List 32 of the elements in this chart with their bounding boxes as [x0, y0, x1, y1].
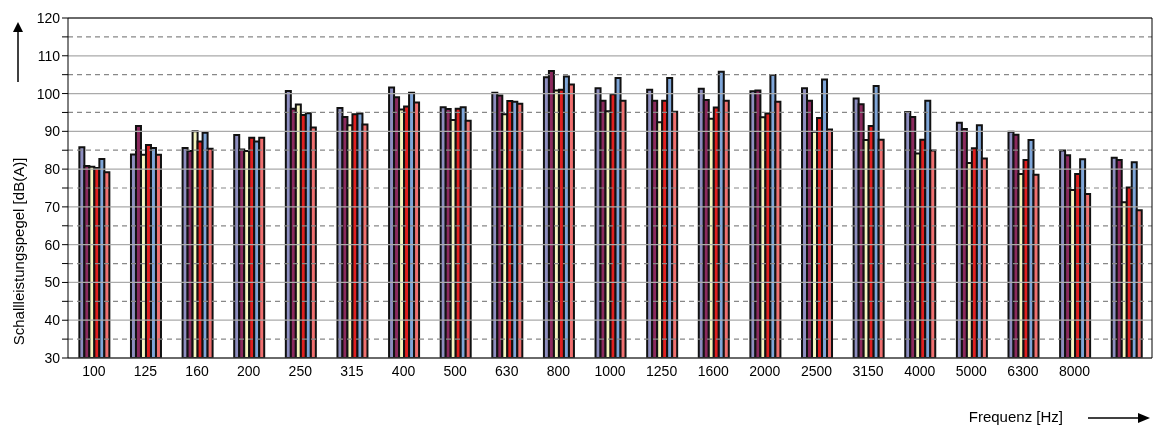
x-tick-label: 1600 [697, 362, 730, 379]
y-tick-label: 120 [36, 9, 61, 26]
x-tick-label: 400 [391, 362, 416, 379]
x-tick-label: 1000 [594, 362, 626, 379]
x-tick-label: 315 [340, 362, 364, 379]
x-tick-label: 5000 [955, 362, 988, 379]
y-tick-label: 110 [37, 47, 61, 64]
x-tick-label: 2000 [749, 362, 781, 379]
y-tick-label: 80 [44, 161, 61, 178]
x-tick-label: 4000 [904, 362, 936, 379]
x-tick-label: 6300 [1007, 362, 1039, 379]
x-tick-label: 2500 [800, 362, 833, 379]
y-tick-label: 60 [44, 236, 61, 253]
y-tick-label: 40 [44, 312, 61, 329]
x-tick-label: 500 [443, 362, 468, 379]
y-axis-title: Schallleistungspegel [dB(A)] [10, 157, 28, 345]
y-tick-label: 90 [44, 123, 61, 140]
x-tick-label: 3150 [852, 362, 884, 379]
x-tick-label: 100 [82, 362, 106, 379]
x-tick-label: 125 [133, 362, 158, 379]
x-tick-label: 800 [546, 362, 571, 379]
x-tick-label: 1250 [646, 362, 678, 379]
y-tick-label: 30 [44, 349, 61, 366]
y-tick-label: 70 [44, 198, 61, 215]
x-axis-title: Frequenz [Hz] [968, 408, 1063, 425]
x-tick-label: 8000 [1058, 362, 1091, 379]
y-tick-label: 50 [44, 274, 61, 291]
y-tick-label: 100 [36, 85, 61, 102]
x-tick-label: 250 [288, 362, 313, 379]
x-tick-label: 630 [495, 362, 519, 379]
x-tick-label: 160 [185, 362, 209, 379]
x-tick-label: 200 [236, 362, 261, 379]
